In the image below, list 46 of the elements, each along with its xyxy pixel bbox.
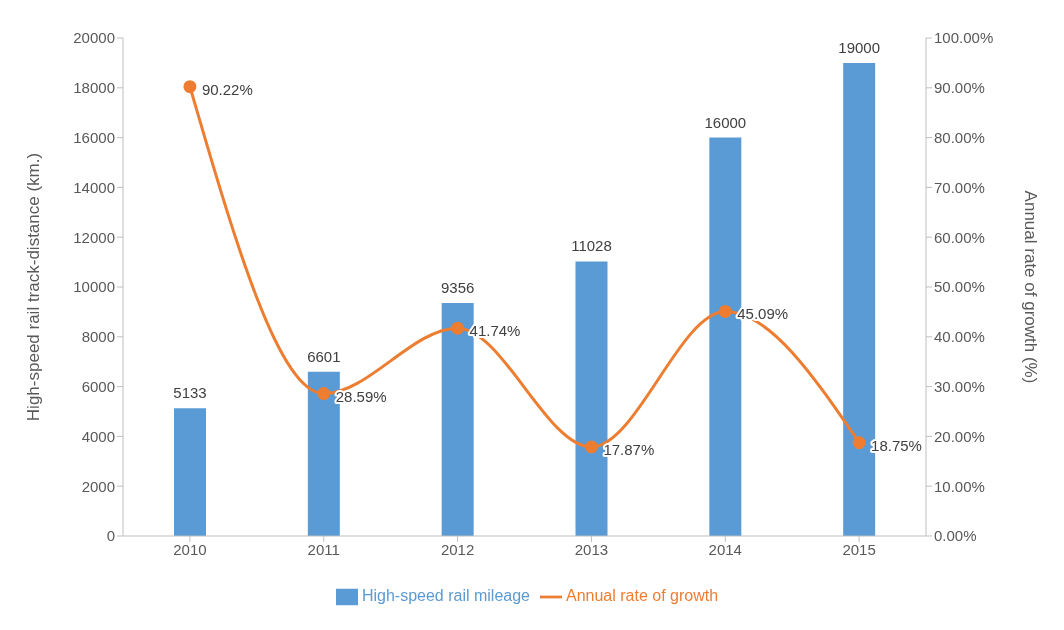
bar bbox=[174, 408, 206, 536]
data-label: 6601 bbox=[307, 347, 341, 365]
x-tick-label: 2014 bbox=[708, 540, 742, 558]
y-tick-label: 12000 bbox=[73, 228, 115, 246]
x-tick-label: 2010 bbox=[173, 540, 207, 558]
y-tick-label: 8000 bbox=[81, 328, 115, 346]
data-label: 5133 bbox=[173, 384, 207, 402]
point bbox=[183, 80, 197, 94]
point bbox=[718, 304, 732, 318]
point bbox=[584, 440, 598, 454]
point bbox=[317, 387, 331, 401]
y2-axis-title: Annual rate of growth (%) bbox=[1020, 190, 1040, 384]
y-tick-label: 16000 bbox=[73, 128, 115, 146]
point bbox=[852, 436, 866, 450]
x-tick-label: 2011 bbox=[307, 540, 340, 558]
x-tick-label: 2015 bbox=[842, 540, 876, 558]
data-label: 11028 bbox=[571, 237, 612, 255]
data-label: 16000 bbox=[704, 113, 747, 131]
y2-tick-label: 90.00% bbox=[934, 79, 985, 97]
y2-tick-label: 60.00% bbox=[934, 228, 985, 246]
x-tick-label: 2012 bbox=[440, 540, 475, 558]
x-tick-label: 2013 bbox=[574, 540, 609, 558]
y-axis-title: High-speed rail track-distance (km.) bbox=[24, 152, 44, 422]
y-tick-label: 0 bbox=[106, 527, 115, 545]
legend-label: Annual rate of growth bbox=[566, 587, 719, 605]
y2-tick-label: 0.00% bbox=[934, 527, 977, 545]
point bbox=[451, 321, 465, 335]
y-tick-label: 10000 bbox=[73, 278, 115, 296]
y-tick-label: 6000 bbox=[81, 377, 115, 395]
y2-tick-label: 80.00% bbox=[934, 128, 985, 146]
data-label: 19000 bbox=[838, 38, 881, 56]
y-tick-label: 18000 bbox=[73, 79, 115, 97]
y-tick-label: 14000 bbox=[73, 178, 115, 196]
y2-tick-label: 50.00% bbox=[934, 278, 985, 296]
y2-tick-label: 10.00% bbox=[934, 477, 985, 495]
data-label: 90.22% bbox=[201, 80, 253, 98]
y2-tick-label: 100.00% bbox=[934, 29, 994, 47]
y-tick-label: 4000 bbox=[81, 427, 115, 445]
y2-tick-label: 70.00% bbox=[934, 178, 985, 196]
data-label: 9356 bbox=[440, 279, 475, 297]
y-tick-label: 20000 bbox=[73, 29, 115, 47]
y2-tick-label: 30.00% bbox=[934, 377, 985, 395]
y2-tick-label: 40.00% bbox=[934, 328, 985, 346]
y2-tick-label: 20.00% bbox=[934, 427, 985, 445]
legend-label: High-speed rail mileage bbox=[361, 587, 530, 605]
y-tick-label: 2000 bbox=[81, 477, 115, 495]
